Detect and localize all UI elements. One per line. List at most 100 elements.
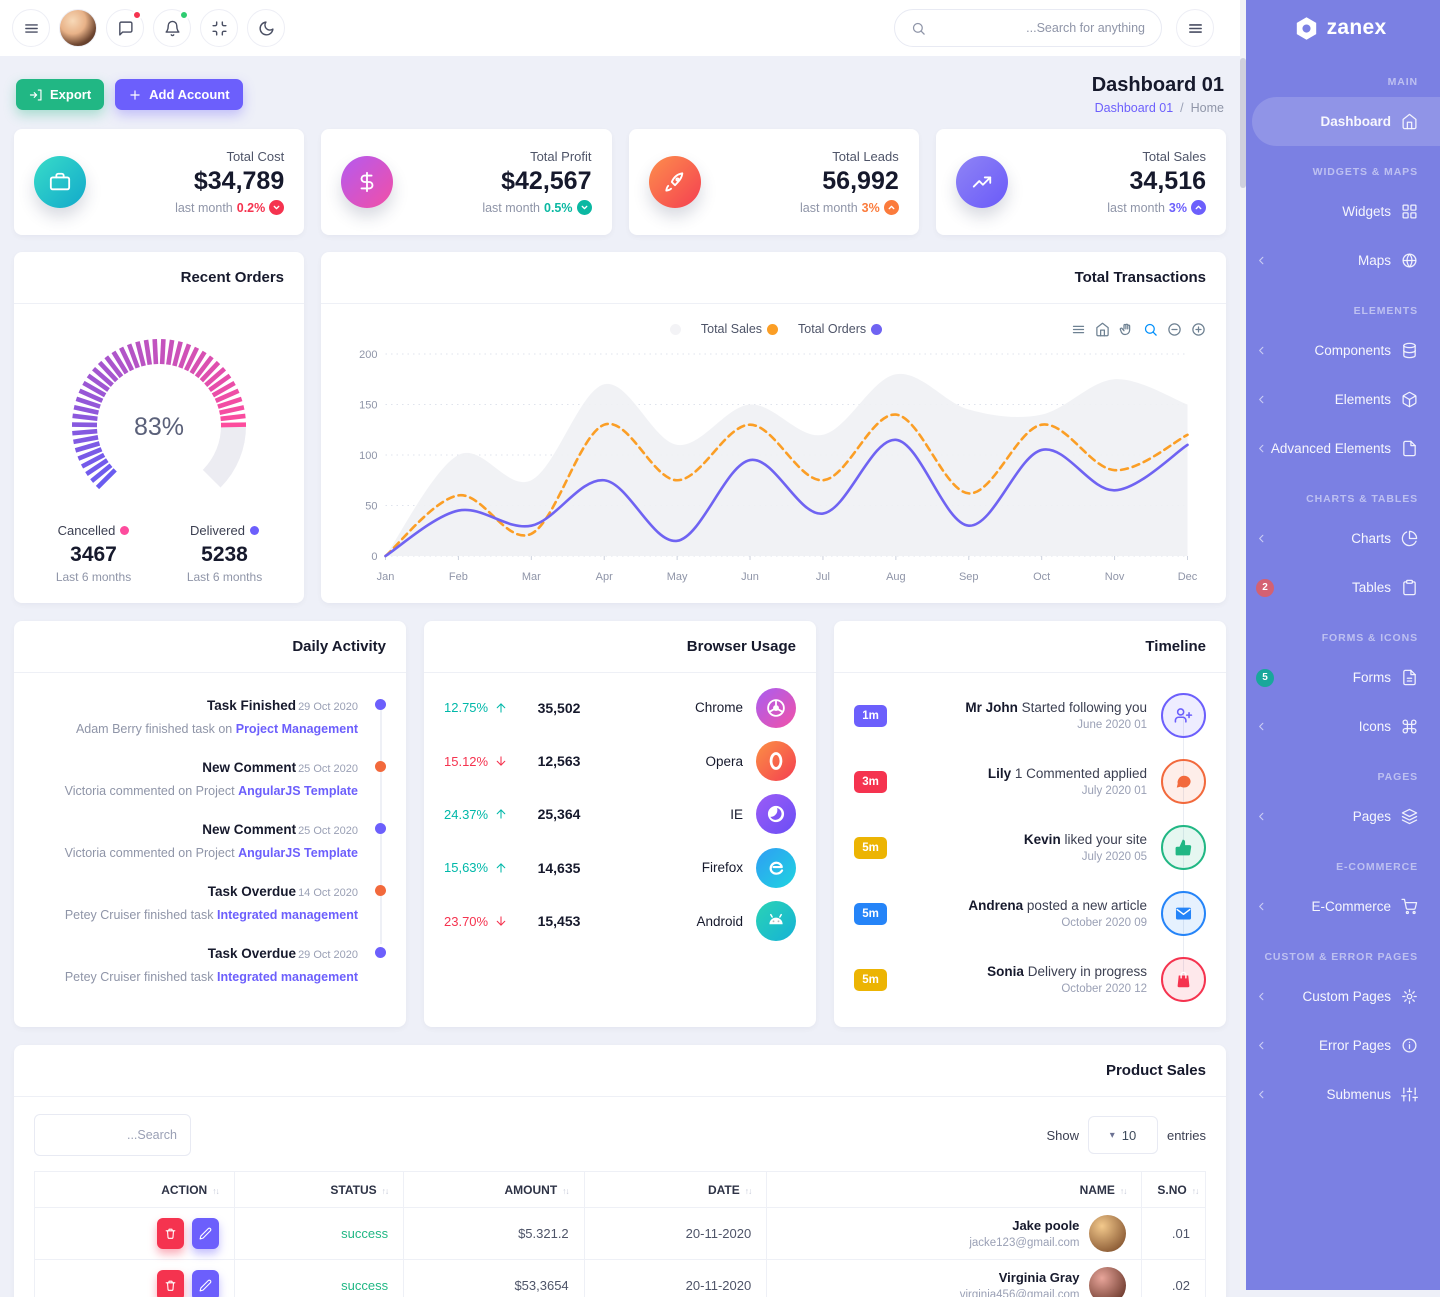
user-avatar[interactable] — [59, 9, 97, 47]
sidebar-item-components[interactable]: Components — [1240, 326, 1440, 375]
sidebar-item-dashboard[interactable]: Dashboard — [1252, 97, 1440, 146]
zoom-icon[interactable] — [1143, 322, 1158, 337]
search-input[interactable] — [926, 21, 1145, 35]
caret-down-icon: ▾ — [1109, 1129, 1115, 1141]
sidebar-item-advanced-elements[interactable]: Advanced Elements — [1240, 424, 1440, 473]
recent-orders-title: Recent Orders — [14, 252, 304, 304]
product-sales-table: ACTION ↑↓ STATUS ↑↓ AMOUNT ↑↓ DATE ↑↓ NAME ↑↓ S.NO… — [34, 1171, 1206, 1297]
stat-subtext: last month 0.2% — [175, 200, 285, 215]
browser-usage-title: Browser Usage — [424, 621, 816, 673]
legend-label: Total Orders — [798, 322, 867, 336]
status-dot — [132, 10, 142, 20]
breadcrumb-current[interactable]: Dashboard 01 — [1094, 101, 1174, 115]
pie-icon — [1401, 530, 1418, 547]
activity-link[interactable]: AngularJS Template — [238, 784, 358, 798]
entries-control: Show ▾ 10 entries — [1046, 1116, 1206, 1154]
legend-item[interactable] — [665, 322, 681, 336]
sidebar-item-icons[interactable]: Icons — [1240, 702, 1440, 751]
nav-badge: 5 — [1256, 668, 1274, 687]
dark-mode-icon-button[interactable] — [247, 9, 285, 47]
brand[interactable]: zanex — [1240, 0, 1440, 56]
messages-icon-button[interactable] — [106, 9, 144, 47]
justify-menu-button[interactable] — [1176, 9, 1214, 47]
home-icon[interactable] — [1095, 322, 1110, 337]
sidebar-item-custom-pages[interactable]: Custom Pages — [1240, 972, 1440, 1021]
sidebar-section-label: MAIN — [1387, 76, 1418, 88]
breadcrumb-home[interactable]: Home — [1190, 101, 1224, 115]
entries-select[interactable]: ▾ 10 — [1087, 1116, 1158, 1154]
delete-button[interactable] — [156, 1218, 184, 1249]
dark-mode-icon — [258, 20, 275, 37]
sidebar-item-tables[interactable]: 2 Tables — [1240, 563, 1440, 612]
column-header-date[interactable]: DATE ↑↓ — [583, 1171, 768, 1208]
sidebar-item-submenus[interactable]: Submenus — [1240, 1070, 1440, 1119]
sidebar: zanex MAIN Dashboard WIDGETS & MAPS Widgets… — [1240, 0, 1440, 1290]
nav-badge: 2 — [1256, 578, 1274, 597]
menu-icon[interactable] — [1071, 322, 1086, 337]
pan-icon[interactable] — [1119, 322, 1134, 337]
column-header-status[interactable]: STATUS ↑↓ — [233, 1171, 405, 1208]
sidebar-item-error-pages[interactable]: Error Pages — [1240, 1021, 1440, 1070]
file-icon — [1401, 440, 1418, 457]
stat-subtext: last month 0.5% — [482, 200, 592, 215]
name-cell: Virginia Gray virginia456@gmail.com — [782, 1267, 1127, 1297]
notifications-icon — [164, 20, 181, 37]
column-header-action[interactable]: ACTION ↑↓ — [34, 1171, 235, 1208]
chevron-left-icon — [1256, 533, 1267, 544]
svg-text:Oct: Oct — [1033, 571, 1050, 583]
svg-text:50: 50 — [365, 501, 377, 513]
sidebar-item-pages[interactable]: Pages — [1240, 792, 1440, 841]
sidebar-scrollbar[interactable] — [1240, 0, 1246, 1290]
svg-text:Sep: Sep — [959, 571, 979, 583]
sidebar-item-e-commerce[interactable]: E-Commerce — [1240, 882, 1440, 931]
stat-value: $42,567 — [501, 167, 592, 195]
edit-button[interactable] — [191, 1218, 219, 1249]
sidebar-item-label: E-Commerce — [1311, 899, 1391, 914]
page-title: Dashboard 01 — [1091, 74, 1224, 96]
cart-icon — [1401, 898, 1418, 915]
customer-name: Virginia Gray — [998, 1270, 1080, 1285]
firefox-logo-icon — [756, 847, 796, 888]
transactions-legend: Total Sales Total Orders — [339, 312, 1208, 340]
activity-link[interactable]: Integrated management — [216, 970, 358, 984]
timeline-list: 1m Mr John Started following you June 2020… — [854, 693, 1206, 1002]
column-header-amount[interactable]: AMOUNT ↑↓ — [403, 1171, 585, 1208]
zoom-out-icon[interactable] — [1167, 322, 1182, 337]
sidebar-item-widgets[interactable]: Widgets — [1240, 187, 1440, 236]
browser-value: 35,502 — [537, 699, 581, 716]
sidebar-item-charts[interactable]: Charts — [1240, 514, 1440, 563]
orders-gauge-chart: 83% — [28, 320, 290, 516]
legend-item[interactable]: Total Sales — [701, 322, 779, 336]
zoom-in-icon[interactable] — [1191, 322, 1206, 337]
sidebar-item-forms[interactable]: 5 Forms — [1240, 653, 1440, 702]
menu-icon-button[interactable] — [12, 9, 50, 47]
legend-item[interactable]: Total Orders — [798, 322, 883, 336]
sidebar-item-maps[interactable]: Maps — [1240, 236, 1440, 285]
table-search-input[interactable] — [34, 1114, 191, 1156]
activity-link[interactable]: Project Management — [235, 722, 358, 736]
add-account-button[interactable]: Add Account — [115, 79, 243, 110]
column-header-name[interactable]: NAME ↑↓ — [766, 1171, 1143, 1208]
fullscreen-icon-button[interactable] — [200, 9, 238, 47]
global-search — [894, 9, 1162, 47]
chart-toolbar — [1071, 322, 1206, 337]
rocket-icon — [648, 156, 701, 208]
sidebar-item-label: Submenus — [1326, 1087, 1391, 1102]
column-header-s-no[interactable]: S.NO ↑↓ — [1141, 1171, 1206, 1208]
activity-link[interactable]: Integrated management — [216, 908, 358, 922]
sort-icon: ↑↓ — [212, 1185, 219, 1196]
sidebar-item-elements[interactable]: Elements — [1240, 375, 1440, 424]
browser-name: Android — [696, 913, 743, 929]
export-button[interactable]: Export — [16, 79, 105, 110]
arrow-down-icon — [494, 914, 516, 928]
activity-link[interactable]: AngularJS Template — [238, 846, 358, 860]
delete-button[interactable] — [156, 1270, 184, 1297]
browser-name: Chrome — [694, 700, 743, 716]
activity-date: 25 Oct 2020 — [298, 825, 358, 837]
sort-icon: ↑↓ — [1191, 1185, 1199, 1196]
clipboard-icon — [1401, 579, 1418, 596]
daily-activity-title: Daily Activity — [14, 621, 406, 673]
notifications-icon-button[interactable] — [153, 9, 191, 47]
browser-pct: 23.70% — [444, 913, 489, 929]
edit-button[interactable] — [191, 1270, 219, 1297]
